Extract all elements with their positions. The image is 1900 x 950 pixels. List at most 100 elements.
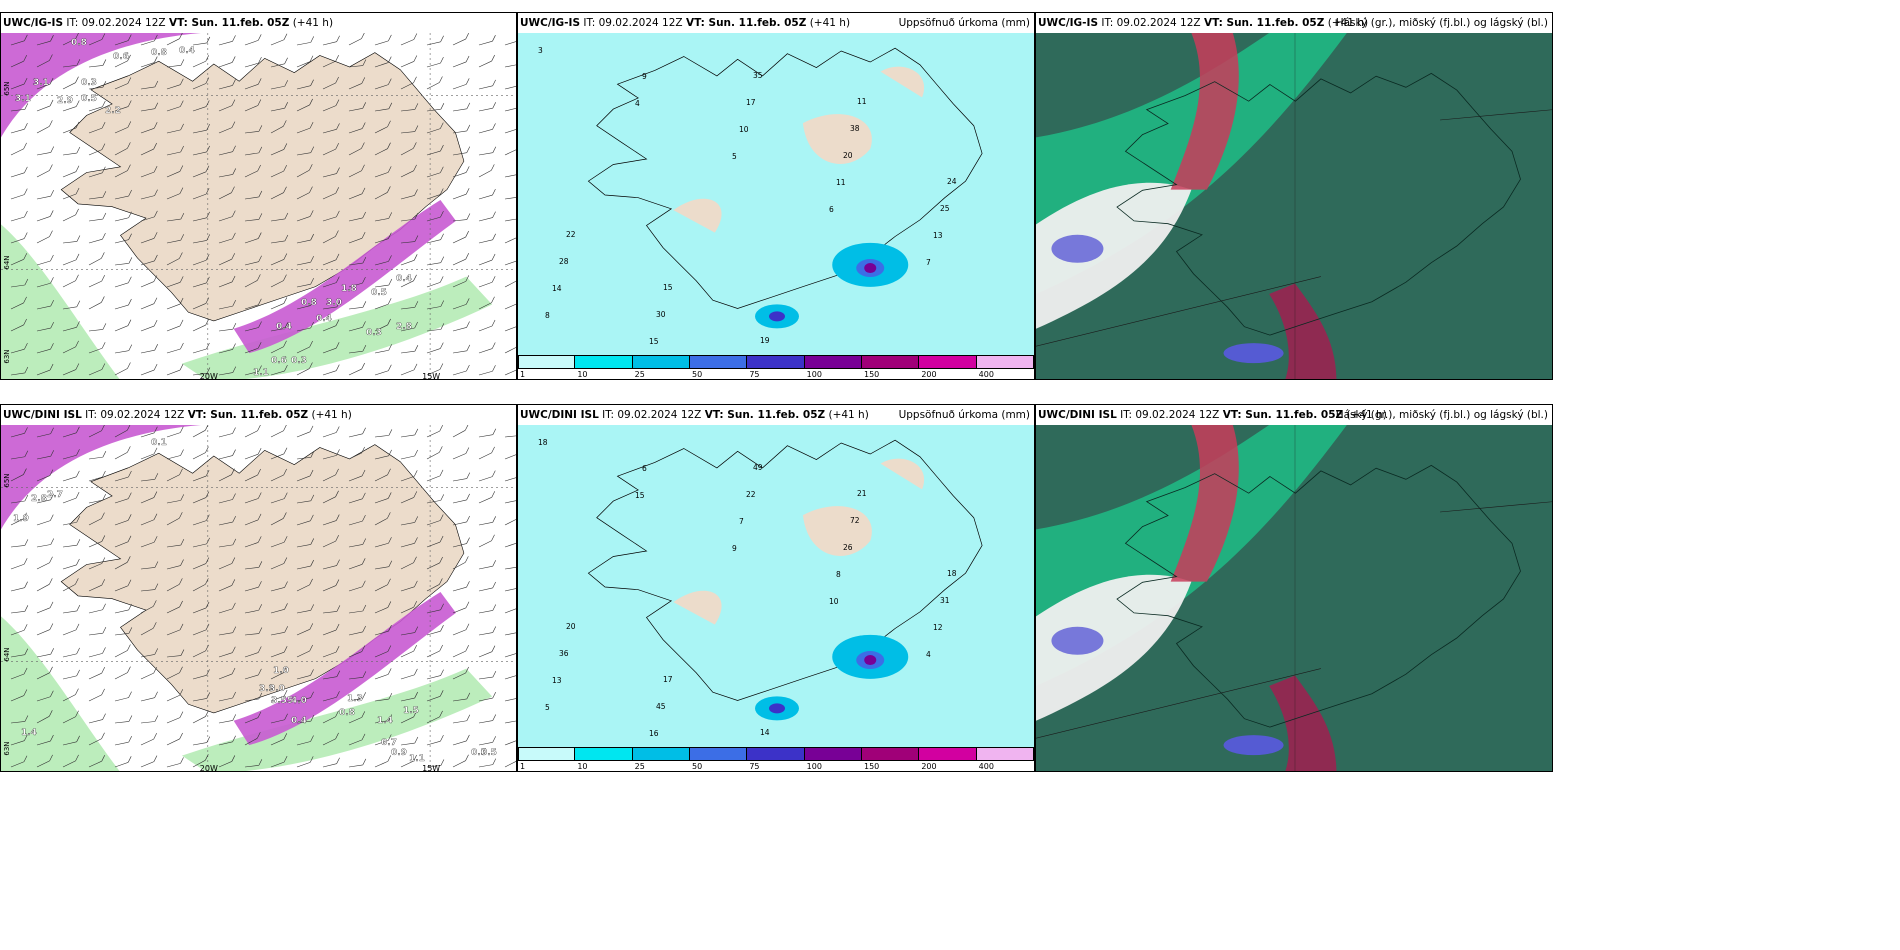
wind-barb <box>192 650 206 658</box>
wind-barb <box>140 721 155 724</box>
wind-precip-map: 0.8 0.6 0.8 0.4 3.1 0.3 3.1 2.9 0.5 2.2 0.4 0.8 3.0 0… <box>1 33 516 379</box>
wind-barb-tick <box>284 626 289 633</box>
low-cloud-blob <box>1051 234 1104 263</box>
wind-barb-tick <box>258 321 262 328</box>
wind-precip-panel-top: UWC/IG-IS IT: 09.02.2024 12Z VT: Sun. 11… <box>0 12 517 380</box>
wind-barb <box>140 589 155 592</box>
wind-barb-tick <box>413 601 417 608</box>
wind-barb-tick <box>101 274 105 282</box>
precip-value-label: 1.4 <box>21 728 37 738</box>
wind-barb-tick <box>24 450 29 457</box>
wind-barb-tick <box>335 342 340 349</box>
wind-barb <box>244 567 259 570</box>
wind-barb-tick <box>466 102 471 109</box>
precip-value-label: 18 <box>947 569 957 578</box>
colorbar-swatch <box>862 355 920 369</box>
wind-barb-tick <box>258 56 262 64</box>
wind-barb <box>10 194 25 200</box>
wind-barb <box>166 325 181 332</box>
wind-barb <box>192 83 206 90</box>
wind-barb <box>270 498 285 504</box>
precip-value-label: 7 <box>926 258 931 267</box>
wind-barb-tick <box>362 692 366 699</box>
wind-barb <box>374 349 389 354</box>
wind-barb <box>114 476 129 482</box>
wind-barb-tick <box>24 648 29 655</box>
wind-barb <box>10 216 25 222</box>
wind-barb-tick <box>127 666 131 673</box>
wind-barb <box>452 84 467 90</box>
dry-area <box>880 66 925 98</box>
wind-barb-tick <box>24 715 29 722</box>
wind-barb-tick <box>128 627 133 634</box>
wind-barb-tick <box>309 121 314 129</box>
wind-barb-tick <box>50 299 54 307</box>
wind-barb <box>322 306 337 310</box>
wind-barb-tick <box>362 211 366 219</box>
wind-barb <box>192 151 207 156</box>
wind-barb <box>348 170 362 178</box>
wind-barb-tick <box>76 735 80 742</box>
wind-barb <box>88 430 102 438</box>
wind-barb <box>62 152 77 156</box>
wind-barb <box>400 434 415 438</box>
wind-barb <box>36 152 51 156</box>
wind-barb <box>296 520 311 526</box>
wind-barb-tick <box>49 578 53 585</box>
precip-value-label: 3.55 <box>271 696 293 706</box>
wind-barb <box>400 543 415 548</box>
wind-barb <box>452 61 467 68</box>
wind-barb <box>478 325 493 332</box>
precip-value-label: 45 <box>656 702 666 711</box>
precip-value-label: 0.8 <box>71 38 87 48</box>
wind-barb-tick <box>388 78 392 85</box>
wind-barb <box>88 369 102 376</box>
wind-barb <box>36 327 51 332</box>
wind-barb <box>426 262 441 266</box>
wind-barb-tick <box>257 711 262 718</box>
latitude-label: 65N <box>3 81 11 95</box>
wind-barb <box>36 629 51 636</box>
wind-barb <box>140 761 155 768</box>
wind-barb <box>62 497 77 504</box>
wind-barb-tick <box>75 754 79 762</box>
wind-barb <box>426 430 440 438</box>
colorbar-swatch <box>804 747 862 761</box>
wind-barb <box>296 697 311 702</box>
precip-value-label: 4 <box>926 650 931 659</box>
panel-header: UWC/DINI ISL IT: 09.02.2024 12Z VT: Sun.… <box>1036 405 1552 425</box>
wind-barb-tick <box>101 121 106 129</box>
precip-value-label: 0.5 <box>81 94 97 104</box>
wind-barb <box>504 218 516 222</box>
wind-barb <box>426 584 440 592</box>
precip-value-label: 2.7 <box>47 490 63 500</box>
grid-line <box>1036 276 1321 347</box>
wind-barb <box>88 196 103 200</box>
wind-barb-tick <box>102 81 107 88</box>
wind-barb-tick <box>206 736 211 743</box>
wind-barb-tick <box>102 647 106 654</box>
colorbar-swatch <box>575 355 633 369</box>
wind-barb-tick <box>232 602 236 610</box>
wind-barb <box>244 196 259 200</box>
wind-barb <box>348 83 362 90</box>
wind-barb-tick <box>492 581 496 589</box>
wind-barb-tick <box>75 491 80 499</box>
wind-barb-tick <box>387 578 391 585</box>
wind-barb-tick <box>180 559 184 566</box>
low-cloud-area <box>1036 574 1192 721</box>
wind-barb-tick <box>283 733 288 740</box>
wind-barb <box>88 218 103 222</box>
wind-barb-tick <box>257 164 261 172</box>
wind-barb <box>348 108 363 112</box>
wind-barb <box>478 522 493 526</box>
colorbar-swatch <box>518 747 576 761</box>
wind-barb-tick <box>336 559 340 566</box>
wind-barb <box>114 721 129 724</box>
wind-barb-tick <box>205 623 210 631</box>
iceland-land <box>60 52 465 322</box>
wind-barb-tick <box>154 210 158 217</box>
accumulated-precip-map: 3 4 5 6 7 8 9 10 11 13 14 15 17 20 25 28 30 35 38 24 22 15 19 1… <box>518 33 1034 355</box>
wind-barb <box>270 739 284 746</box>
wind-barb-tick <box>50 427 54 434</box>
